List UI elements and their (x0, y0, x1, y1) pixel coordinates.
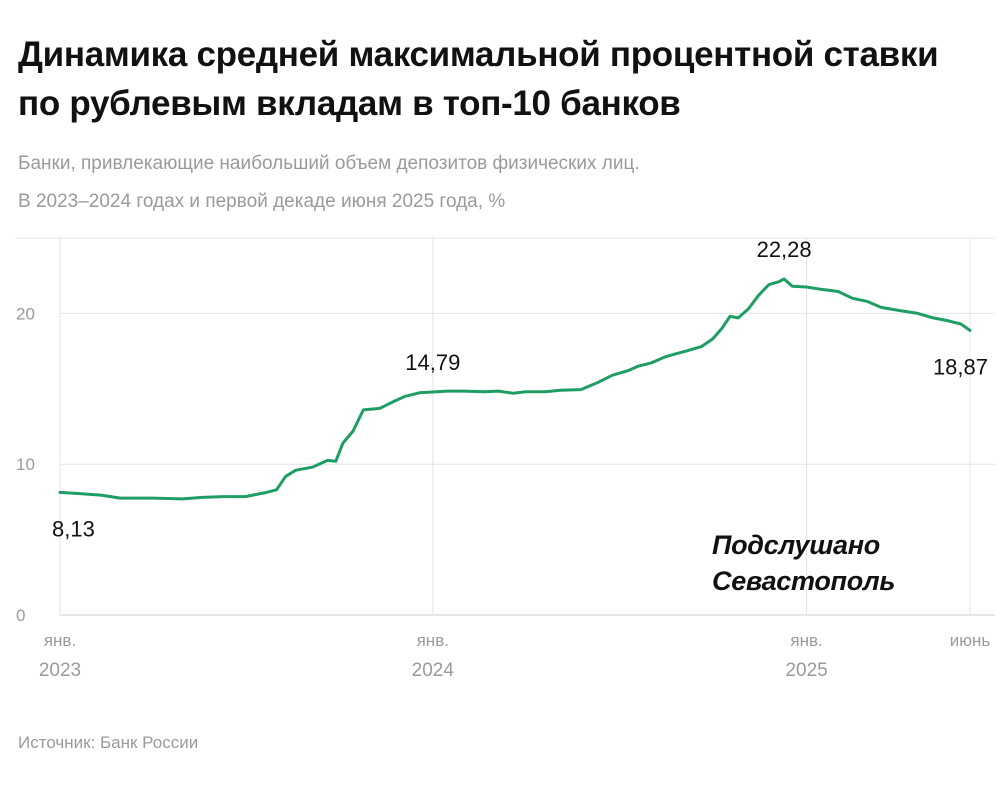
data-label: 8,13 (52, 516, 95, 541)
data-label: 14,79 (405, 350, 460, 375)
chart-subtitle: Банки, привлекающие наибольший объем деп… (18, 145, 988, 221)
chart-title: Динамика средней максимальной процентной… (18, 35, 939, 123)
x-tick-year: 2023 (39, 660, 81, 681)
series-path (58, 277, 972, 501)
y-tick-label: 20 (16, 304, 35, 323)
axis-labels: 0 10 20 янв. 2023 янв. 2024 янв. 2025 июнь (16, 304, 990, 681)
x-tick-label: янв. (790, 631, 822, 650)
x-tick-label: янв. (417, 631, 449, 650)
data-labels: 8,13 14,79 22,28 18,87 (52, 237, 988, 541)
data-label: 18,87 (933, 354, 988, 379)
y-tick-label: 10 (16, 455, 35, 474)
x-tick-label: июнь (950, 631, 991, 650)
subtitle-line-2: В 2023–2024 годах и первой декаде июня 2… (18, 191, 506, 212)
grid-lines (15, 237, 995, 616)
subtitle-line-1: Банки, привлекающие наибольший объем деп… (18, 153, 640, 174)
data-label: 22,28 (757, 237, 812, 262)
x-tick-label: янв. (44, 631, 76, 650)
watermark-line-1: Подслушано (712, 530, 880, 560)
watermark-line-2: Севастополь (712, 566, 896, 596)
watermark: Подслушано Севастополь (712, 527, 895, 599)
source-note: Источник: Банк России (18, 733, 199, 752)
x-tick-year: 2025 (785, 660, 827, 681)
y-tick-label: 0 (16, 606, 25, 625)
x-tick-year: 2024 (412, 660, 455, 681)
series-line (58, 277, 972, 501)
